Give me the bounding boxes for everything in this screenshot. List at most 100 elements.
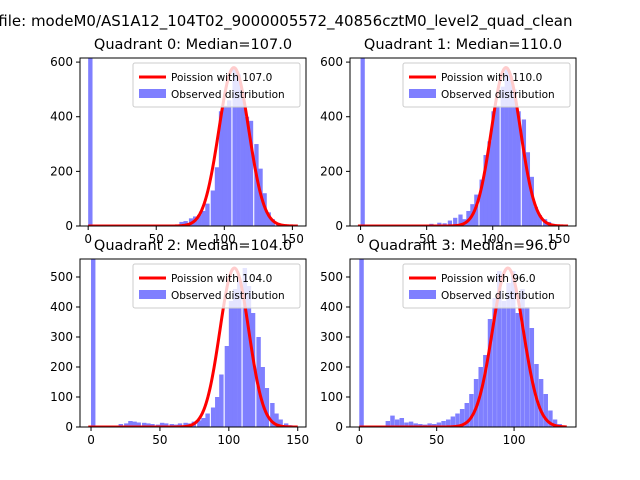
histogram-bar — [183, 221, 188, 226]
x-tick-label: 50 — [429, 433, 444, 447]
histogram-bar — [447, 220, 453, 226]
histogram-bar — [533, 206, 538, 226]
y-tick-label: 200 — [50, 360, 73, 374]
legend-box — [132, 62, 301, 108]
y-tick-label: 0 — [65, 420, 73, 434]
histogram-bar — [487, 319, 493, 427]
histogram-bar — [483, 154, 488, 226]
histogram-bar — [197, 215, 202, 226]
histogram-bar — [124, 423, 129, 427]
histogram-bar — [237, 280, 242, 427]
histogram-bar — [227, 100, 232, 226]
histogram-bar — [359, 259, 364, 427]
histogram-bar — [508, 75, 513, 226]
histogram-bar — [408, 421, 414, 427]
y-tick-label: 200 — [320, 360, 343, 374]
y-tick-label: 200 — [50, 164, 73, 178]
histogram-bar — [538, 379, 544, 427]
histogram-bar — [136, 422, 141, 427]
plot-area — [358, 259, 568, 427]
histogram-bar — [270, 219, 275, 226]
histogram-bar — [537, 215, 542, 226]
x-tick-label: 150 — [286, 433, 309, 447]
legend-bar-label: Observed distribution — [171, 89, 285, 101]
histogram-bar — [236, 74, 241, 226]
histogram-bar — [525, 152, 531, 226]
x-tick-label: 0 — [84, 232, 92, 246]
x-tick-label: 150 — [281, 232, 304, 246]
histogram-bar — [399, 418, 405, 427]
histogram-bar — [437, 222, 442, 226]
histogram-bar — [491, 111, 496, 226]
histogram-bar — [215, 397, 220, 427]
histogram-bar — [142, 422, 147, 427]
y-tick-label: 400 — [320, 300, 343, 314]
histogram-bar — [529, 176, 534, 226]
axes-frame — [79, 258, 307, 428]
poisson-curve — [358, 266, 568, 427]
x-tick-label: 50 — [419, 232, 434, 246]
histogram-bar — [224, 346, 230, 427]
histogram-bar — [197, 420, 202, 427]
poisson-curve — [87, 66, 299, 226]
y-tick-label: 600 — [320, 55, 343, 69]
subplot-title: Quadrant 0: Median=107.0 — [94, 37, 292, 53]
legend-line-label: Poission with 104.0 — [171, 273, 272, 285]
legend-bar-label: Observed distribution — [441, 290, 555, 302]
legend: Poission with 107.0 Observed distribution — [132, 62, 301, 108]
histogram-bar — [506, 283, 511, 427]
y-tick-label: 100 — [320, 390, 343, 404]
histogram-bar — [264, 388, 270, 427]
histogram-bar — [210, 407, 216, 427]
histogram-bar — [516, 111, 521, 226]
legend-bar-swatch — [409, 290, 436, 299]
y-tick-label: 500 — [50, 270, 73, 284]
histogram-bar — [487, 141, 492, 226]
histogram-bar — [445, 419, 451, 427]
histogram-bar — [177, 423, 183, 427]
histogram-bar — [254, 144, 259, 226]
histogram-bar — [128, 421, 133, 427]
plot-area — [357, 58, 569, 226]
x-tick-label: 50 — [152, 433, 167, 447]
x-tick-label: 0 — [357, 232, 365, 246]
histogram-bar — [159, 422, 165, 427]
legend-bar-label: Observed distribution — [171, 290, 285, 302]
histogram-bar — [504, 67, 509, 226]
histogram-bar — [218, 111, 224, 226]
histogram-bar — [250, 313, 256, 427]
y-tick-label: 300 — [50, 330, 73, 344]
histogram-bar — [214, 167, 220, 226]
histogram-bar — [219, 374, 224, 427]
subplot-title: Quadrant 1: Median=110.0 — [364, 37, 562, 53]
legend-bar-swatch — [139, 290, 166, 299]
plot-area — [87, 259, 299, 427]
histogram-bar — [179, 221, 184, 226]
histogram-bar — [492, 298, 497, 427]
x-tick-label: 100 — [217, 433, 240, 447]
histogram-bar — [450, 416, 456, 427]
subplot-grid: 0 50 100 150 0 200 400 600 Quadrant 0: Median=10… — [50, 37, 577, 447]
legend-line-label: Poission with 96.0 — [441, 273, 536, 285]
histogram-bar — [474, 194, 479, 226]
legend: Poission with 96.0 Observed distribution — [402, 263, 571, 309]
histogram-bar — [469, 394, 474, 427]
histogram-bar — [390, 415, 395, 427]
figure-suptitle: n file: modeM0/AS1A12_104T02_9000005572_… — [0, 12, 573, 31]
axes-frame — [349, 258, 577, 428]
legend-line-label: Poission with 107.0 — [171, 72, 272, 84]
histogram-bar — [164, 423, 169, 427]
y-tick-label: 200 — [320, 164, 343, 178]
histogram-bar — [413, 423, 418, 427]
histogram-bar — [510, 271, 516, 427]
histogram-bar — [500, 86, 505, 226]
histogram-bar — [501, 301, 507, 427]
y-tick-label: 0 — [335, 219, 343, 233]
x-tick-label: 100 — [503, 433, 526, 447]
x-tick-label: 150 — [547, 232, 570, 246]
histogram-bar — [543, 394, 548, 427]
x-tick-label: 50 — [149, 232, 164, 246]
histogram-bar — [483, 355, 488, 427]
histogram-bar — [552, 419, 558, 427]
